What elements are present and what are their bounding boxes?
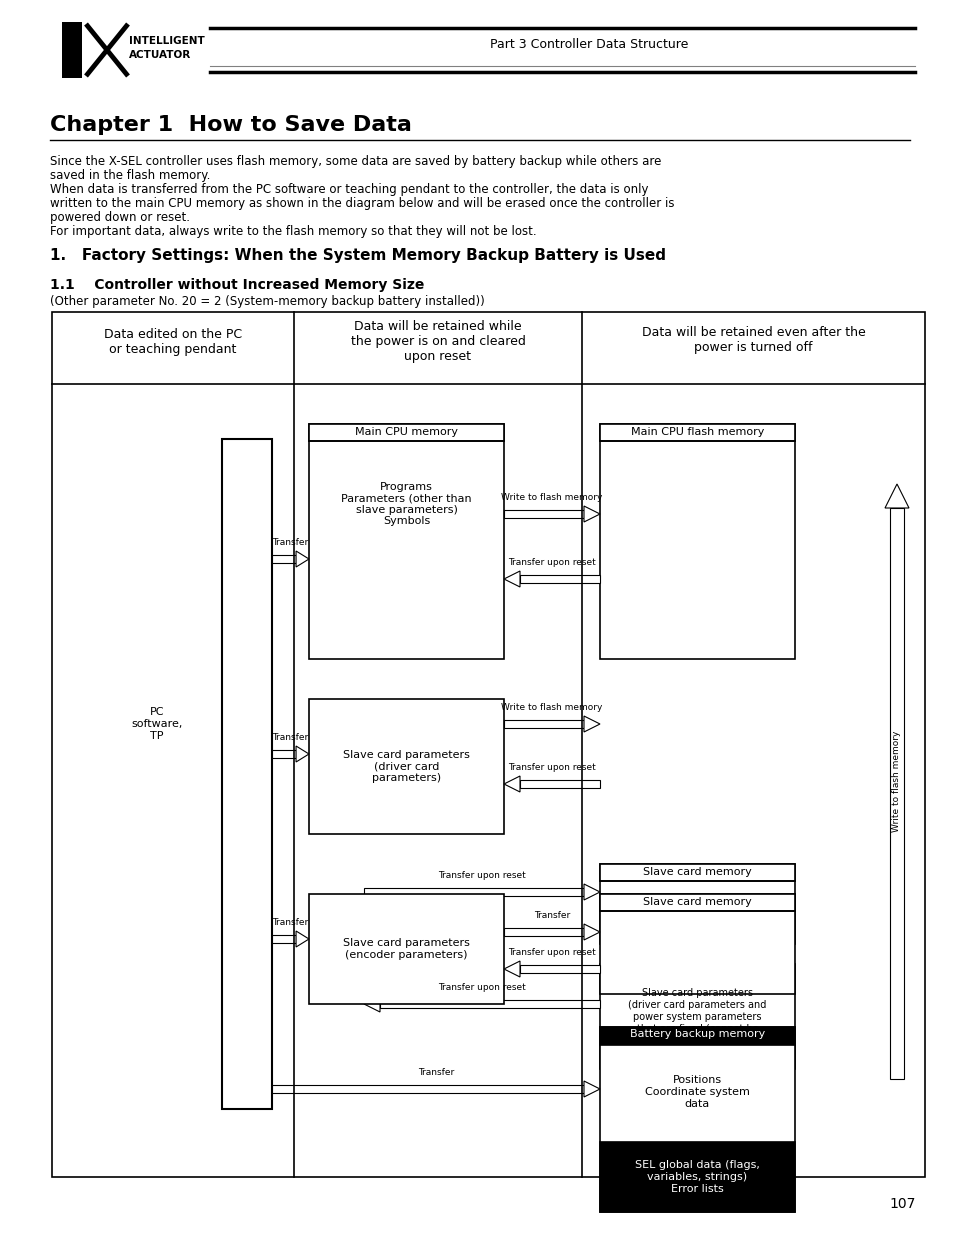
Text: When data is transferred from the PC software or teaching pendant to the control: When data is transferred from the PC sof… — [50, 183, 648, 196]
Polygon shape — [583, 924, 599, 940]
Bar — [599, 424, 794, 441]
Text: Chapter 1  How to Save Data: Chapter 1 How to Save Data — [50, 115, 412, 135]
Polygon shape — [295, 551, 309, 567]
Polygon shape — [519, 574, 599, 583]
Text: 107: 107 — [888, 1197, 915, 1212]
Text: Part 3 Controller Data Structure: Part 3 Controller Data Structure — [490, 37, 688, 51]
Text: Programs
Parameters (other than
slave parameters)
Symbols: Programs Parameters (other than slave pa… — [341, 482, 472, 526]
Text: Write to flash memory: Write to flash memory — [892, 731, 901, 832]
Bar — [309, 424, 503, 659]
Polygon shape — [503, 927, 583, 936]
Text: Battery backup memory: Battery backup memory — [629, 1029, 764, 1039]
Bar — [309, 699, 503, 834]
Bar — [599, 1028, 794, 1045]
Text: Data edited on the PC
or teaching pendant: Data edited on the PC or teaching pendan… — [104, 329, 242, 356]
Bar — [62, 22, 82, 78]
Polygon shape — [884, 484, 908, 508]
Text: (Other parameter No. 20 = 2 (System-memory backup battery installed)): (Other parameter No. 20 = 2 (System-memo… — [50, 295, 484, 308]
Text: ACTUATOR: ACTUATOR — [129, 49, 191, 61]
Polygon shape — [583, 506, 599, 522]
Text: written to the main CPU memory as shown in the diagram below and will be erased : written to the main CPU memory as shown … — [50, 198, 674, 210]
Text: Slave card memory: Slave card memory — [642, 867, 751, 877]
Bar — [599, 864, 794, 881]
Bar — [52, 312, 924, 1177]
Text: Positions
Coordinate system
data: Positions Coordinate system data — [644, 1076, 749, 1109]
Text: Transfer: Transfer — [417, 1068, 454, 1077]
Bar — [599, 894, 794, 911]
Polygon shape — [519, 965, 599, 973]
Polygon shape — [583, 884, 599, 900]
Polygon shape — [295, 931, 309, 947]
Text: saved in the flash memory.: saved in the flash memory. — [50, 169, 211, 182]
Text: Transfer: Transfer — [273, 918, 309, 927]
Bar — [309, 894, 503, 1004]
Bar — [599, 1142, 794, 1212]
Text: Data will be retained even after the
power is turned off: Data will be retained even after the pow… — [641, 326, 864, 354]
Bar — [599, 864, 794, 944]
Text: PC
software,
TP: PC software, TP — [132, 708, 182, 741]
Polygon shape — [503, 776, 519, 792]
Text: Transfer upon reset: Transfer upon reset — [508, 558, 596, 567]
Text: 1.   Factory Settings: When the System Memory Backup Battery is Used: 1. Factory Settings: When the System Mem… — [50, 248, 665, 263]
Text: Transfer upon reset: Transfer upon reset — [437, 983, 525, 992]
Text: Slave card parameters
(encoder parameters): Slave card parameters (encoder parameter… — [343, 939, 470, 960]
Polygon shape — [503, 720, 583, 729]
Polygon shape — [295, 746, 309, 762]
Polygon shape — [364, 995, 379, 1011]
Text: Since the X-SEL controller uses flash memory, some data are saved by battery bac: Since the X-SEL controller uses flash me… — [50, 156, 660, 168]
Bar — [599, 965, 794, 1070]
Text: Slave card memory: Slave card memory — [642, 897, 751, 906]
Polygon shape — [519, 779, 599, 788]
Text: 1.1    Controller without Increased Memory Size: 1.1 Controller without Increased Memory … — [50, 278, 424, 291]
Text: Transfer upon reset: Transfer upon reset — [437, 871, 525, 881]
Text: Transfer upon reset: Transfer upon reset — [508, 763, 596, 772]
Polygon shape — [272, 1084, 583, 1093]
Text: Slave card parameters
(driver card
parameters): Slave card parameters (driver card param… — [343, 750, 470, 783]
Text: powered down or reset.: powered down or reset. — [50, 211, 190, 224]
Polygon shape — [364, 888, 583, 897]
Polygon shape — [379, 999, 599, 1009]
Text: Slave card parameters
(driver card parameters and
power system parameters
that a: Slave card parameters (driver card param… — [628, 988, 766, 1045]
Text: Write to flash memory: Write to flash memory — [500, 703, 602, 713]
Text: Main CPU memory: Main CPU memory — [355, 427, 457, 437]
Polygon shape — [272, 935, 295, 944]
Text: Data will be retained while
the power is on and cleared
upon reset: Data will be retained while the power is… — [350, 320, 525, 363]
Text: Transfer: Transfer — [534, 911, 570, 920]
Polygon shape — [583, 1081, 599, 1097]
Bar — [309, 424, 503, 441]
Bar — [599, 424, 794, 659]
Polygon shape — [272, 750, 295, 758]
Polygon shape — [503, 961, 519, 977]
Bar — [222, 438, 272, 1109]
Text: For important data, always write to the flash memory so that they will not be lo: For important data, always write to the … — [50, 225, 536, 238]
Text: Transfer upon reset: Transfer upon reset — [508, 948, 596, 957]
Polygon shape — [889, 508, 902, 1079]
Polygon shape — [503, 571, 519, 587]
Bar — [599, 1028, 794, 1212]
Polygon shape — [583, 716, 599, 732]
Text: INTELLIGENT: INTELLIGENT — [129, 36, 205, 46]
Text: Main CPU flash memory: Main CPU flash memory — [630, 427, 763, 437]
Text: SEL global data (flags,
variables, strings)
Error lists: SEL global data (flags, variables, strin… — [635, 1161, 760, 1193]
Polygon shape — [272, 555, 295, 563]
Polygon shape — [503, 510, 583, 519]
Text: Transfer: Transfer — [273, 538, 309, 547]
Text: Transfer: Transfer — [273, 734, 309, 742]
Text: Write to flash memory: Write to flash memory — [500, 493, 602, 501]
Bar — [599, 894, 794, 994]
